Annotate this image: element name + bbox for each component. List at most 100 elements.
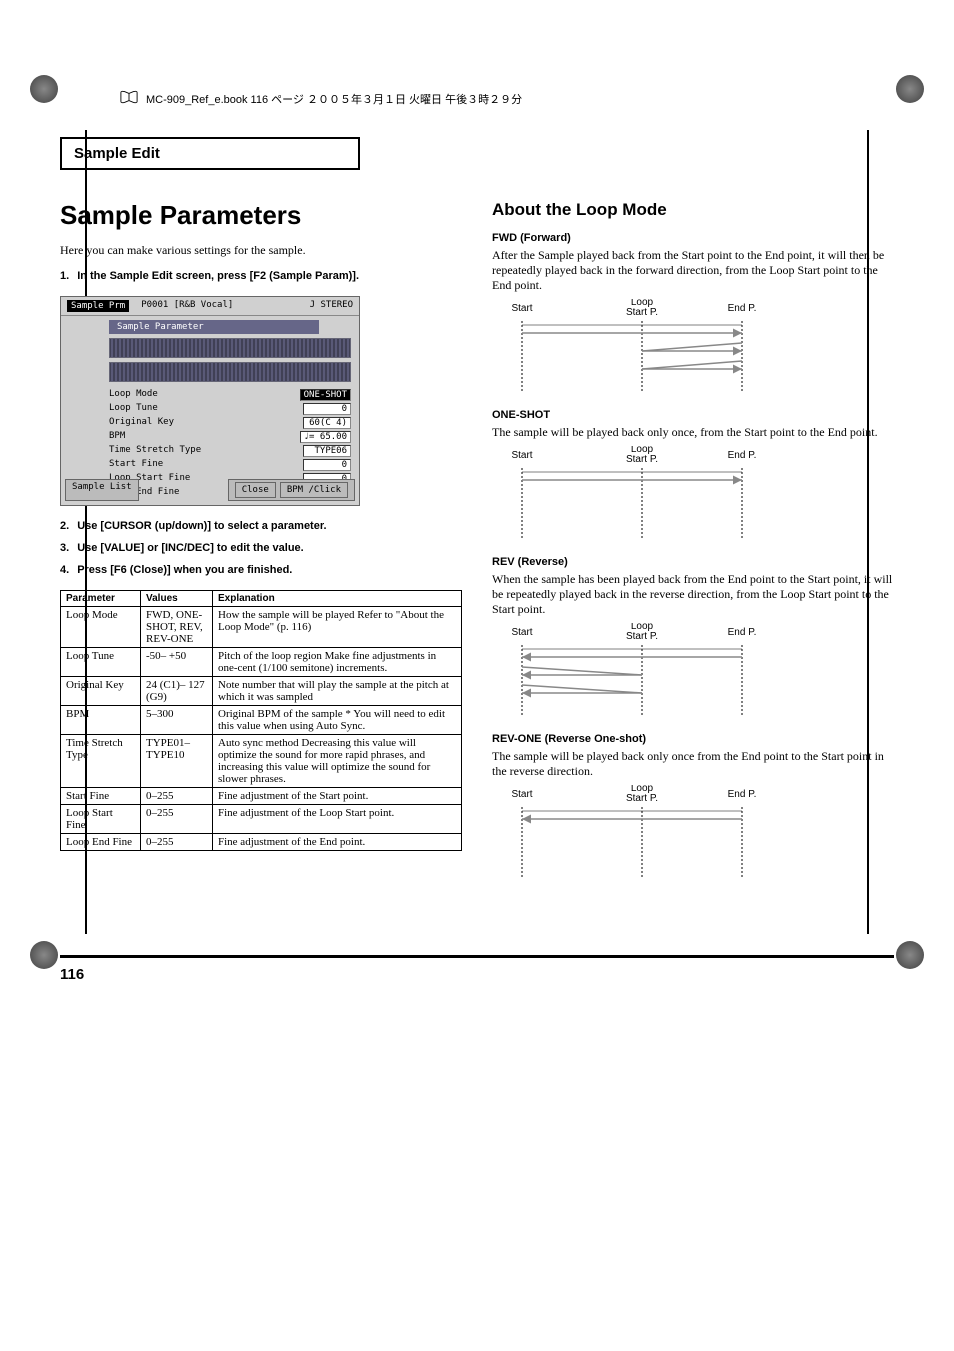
screen-param-row: Loop Mode ONE-SHOT (109, 388, 351, 402)
table-cell: How the sample will be played Refer to "… (213, 607, 462, 648)
step-list: 2.Use [CURSOR (up/down)] to select a par… (60, 520, 462, 576)
page-title: Sample Parameters (60, 200, 462, 231)
screen-param-key: Start Fine (109, 459, 163, 471)
step-number: 2. (60, 520, 69, 532)
screen-param-value: 0 (303, 459, 351, 471)
mode-description: After the Sample played back from the St… (492, 248, 894, 293)
table-cell: 24 (C1)– 127 (G9) (141, 677, 213, 706)
table-row: Original Key24 (C1)– 127 (G9)Note number… (61, 677, 462, 706)
svg-text:Start: Start (511, 627, 532, 638)
screen-param-key: Loop Tune (109, 403, 158, 415)
step-list: 1. In the Sample Edit screen, press [F2 (… (60, 270, 462, 282)
svg-text:End P.: End P. (728, 450, 757, 461)
table-row: Loop Start Fine0–255Fine adjustment of t… (61, 805, 462, 834)
screen-panel-title: Sample Parameter (109, 320, 319, 334)
lcd-screenshot: Sample Prm P0001 [R&B Vocal] J STEREO Sa… (60, 296, 360, 506)
screen-sample-name: P0001 [R&B Vocal] (141, 300, 233, 312)
mode-heading: REV-ONE (Reverse One-shot) (492, 733, 894, 745)
print-header: MC-909_Ref_e.book 116 ページ ２００５年３月１日 火曜日 … (120, 90, 894, 107)
screen-param-row: Original Key 60(C 4) (109, 416, 351, 430)
mode-description: The sample will be played back only once… (492, 425, 894, 440)
table-cell: Start Fine (61, 788, 141, 805)
step-text: Press [F6 (Close)] when you are finished… (77, 564, 292, 576)
step-item: 4. Press [F6 (Close)] when you are finish… (60, 564, 462, 576)
table-cell: Original Key (61, 677, 141, 706)
mode-description: The sample will be played back only once… (492, 749, 894, 779)
left-column: Sample Parameters Here you can make vari… (60, 200, 462, 895)
table-row: BPM5–300Original BPM of the sample * You… (61, 706, 462, 735)
screen-param-key: Original Key (109, 417, 174, 429)
svg-text:Start P.: Start P. (626, 454, 658, 465)
screen-param-value: 60(C 4) (303, 417, 351, 429)
right-column: About the Loop Mode FWD (Forward) After t… (492, 200, 894, 895)
svg-text:Start P.: Start P. (626, 307, 658, 318)
step-number: 1. (60, 270, 69, 282)
table-row: Time Stretch TypeTYPE01– TYPE10Auto sync… (61, 735, 462, 788)
table-header: Explanation (213, 591, 462, 607)
table-cell: Fine adjustment of the End point. (213, 834, 462, 851)
step-number: 3. (60, 542, 69, 554)
table-cell: Fine adjustment of the Loop Start point. (213, 805, 462, 834)
screen-param-value: ♩= 65.00 (300, 431, 351, 443)
page-footer: 116 (60, 955, 894, 984)
margin-rule (85, 130, 87, 934)
margin-rule (867, 130, 869, 934)
table-cell: Loop Tune (61, 648, 141, 677)
table-cell: BPM (61, 706, 141, 735)
table-cell: Auto sync method Decreasing this value w… (213, 735, 462, 788)
screen-param-row: Start Fine 0 (109, 458, 351, 472)
table-row: Loop ModeFWD, ONE-SHOT, REV, REV-ONEHow … (61, 607, 462, 648)
step-text: Use [VALUE] or [INC/DEC] to edit the val… (77, 542, 304, 554)
table-cell: TYPE01– TYPE10 (141, 735, 213, 788)
svg-text:Start: Start (511, 789, 532, 800)
step-item: 3. Use [VALUE] or [INC/DEC] to edit the v… (60, 542, 462, 554)
book-icon (120, 90, 138, 107)
table-cell: 0–255 (141, 788, 213, 805)
loop-diagram: Start Loop Start P. End P. (492, 299, 772, 399)
loop-diagram: Start Loop Start P. End P. (492, 785, 772, 885)
step-item: 2.Use [CURSOR (up/down)] to select a par… (60, 520, 462, 532)
svg-text:End P.: End P. (728, 627, 757, 638)
loop-diagram: Start Loop Start P. End P. (492, 623, 772, 723)
screen-btn-bpm: BPM /Click (280, 482, 348, 498)
screen-param-row: BPM ♩= 65.00 (109, 430, 351, 444)
loop-diagram: Start Loop Start P. End P. (492, 446, 772, 546)
screen-btn-close: Close (235, 482, 276, 498)
mode-heading: REV (Reverse) (492, 556, 894, 568)
step-number: 4. (60, 564, 69, 576)
screen-param-key: BPM (109, 431, 125, 443)
waveform (109, 362, 351, 382)
table-cell: Loop End Fine (61, 834, 141, 851)
header-text: MC-909_Ref_e.book 116 ページ ２００５年３月１日 火曜日 … (146, 91, 522, 107)
table-row: Start Fine0–255Fine adjustment of the St… (61, 788, 462, 805)
svg-text:End P.: End P. (728, 303, 757, 314)
table-cell: 0–255 (141, 805, 213, 834)
screen-param-value: ONE-SHOT (300, 389, 351, 401)
mode-heading: FWD (Forward) (492, 232, 894, 244)
screen-param-value: 0 (303, 403, 351, 415)
section-header: Sample Edit (60, 137, 360, 170)
loop-mode-title: About the Loop Mode (492, 200, 894, 220)
screen-param-row: Loop Tune 0 (109, 402, 351, 416)
screen-param-key: Loop Mode (109, 389, 158, 401)
svg-text:End P.: End P. (728, 789, 757, 800)
table-cell: Fine adjustment of the Start point. (213, 788, 462, 805)
mode-description: When the sample has been played back fro… (492, 572, 894, 617)
page-number: 116 (60, 966, 84, 983)
svg-text:Start: Start (511, 450, 532, 461)
svg-text:Start P.: Start P. (626, 631, 658, 642)
table-row: Loop Tune-50– +50Pitch of the loop regio… (61, 648, 462, 677)
waveform (109, 338, 351, 358)
page: MC-909_Ref_e.book 116 ページ ２００５年３月１日 火曜日 … (0, 0, 954, 1044)
table-cell: Loop Start Fine (61, 805, 141, 834)
step-text: In the Sample Edit screen, press [F2 (Sa… (77, 270, 359, 282)
table-cell: Time Stretch Type (61, 735, 141, 788)
table-cell: -50– +50 (141, 648, 213, 677)
step-item: 1. In the Sample Edit screen, press [F2 (… (60, 270, 462, 282)
mode-heading: ONE-SHOT (492, 409, 894, 421)
table-cell: FWD, ONE-SHOT, REV, REV-ONE (141, 607, 213, 648)
table-header: Parameter (61, 591, 141, 607)
table-cell: Original BPM of the sample * You will ne… (213, 706, 462, 735)
screen-stereo: J STEREO (310, 300, 353, 312)
table-cell: Note number that will play the sample at… (213, 677, 462, 706)
